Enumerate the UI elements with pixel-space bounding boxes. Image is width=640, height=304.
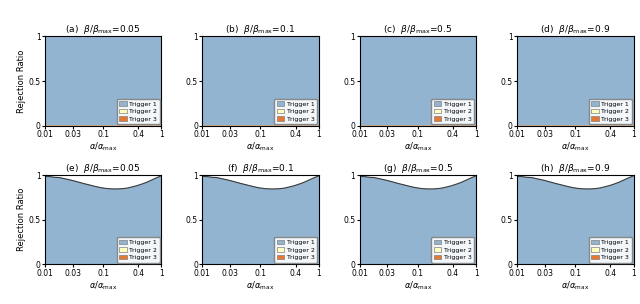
Title: (f)  $\beta/\beta_{\mathrm{max}}$=0.1: (f) $\beta/\beta_{\mathrm{max}}$=0.1	[227, 162, 294, 175]
X-axis label: $\alpha/\alpha_{\mathrm{max}}$: $\alpha/\alpha_{\mathrm{max}}$	[561, 140, 589, 153]
X-axis label: $\alpha/\alpha_{\mathrm{max}}$: $\alpha/\alpha_{\mathrm{max}}$	[246, 279, 275, 292]
X-axis label: $\alpha/\alpha_{\mathrm{max}}$: $\alpha/\alpha_{\mathrm{max}}$	[561, 279, 589, 292]
Legend: Trigger 1, Trigger 2, Trigger 3: Trigger 1, Trigger 2, Trigger 3	[431, 237, 474, 263]
Title: (a)  $\beta/\beta_{\mathrm{max}}$=0.05: (a) $\beta/\beta_{\mathrm{max}}$=0.05	[65, 23, 141, 36]
Legend: Trigger 1, Trigger 2, Trigger 3: Trigger 1, Trigger 2, Trigger 3	[431, 98, 474, 124]
X-axis label: $\alpha/\alpha_{\mathrm{max}}$: $\alpha/\alpha_{\mathrm{max}}$	[89, 279, 117, 292]
Legend: Trigger 1, Trigger 2, Trigger 3: Trigger 1, Trigger 2, Trigger 3	[116, 98, 159, 124]
Title: (b)  $\beta/\beta_{\mathrm{max}}$=0.1: (b) $\beta/\beta_{\mathrm{max}}$=0.1	[225, 23, 296, 36]
Legend: Trigger 1, Trigger 2, Trigger 3: Trigger 1, Trigger 2, Trigger 3	[116, 237, 159, 263]
Title: (d)  $\beta/\beta_{\mathrm{max}}$=0.9: (d) $\beta/\beta_{\mathrm{max}}$=0.9	[540, 23, 611, 36]
Legend: Trigger 1, Trigger 2, Trigger 3: Trigger 1, Trigger 2, Trigger 3	[274, 237, 317, 263]
Title: (e)  $\beta/\beta_{\mathrm{max}}$=0.05: (e) $\beta/\beta_{\mathrm{max}}$=0.05	[65, 162, 141, 175]
Y-axis label: Rejection Ratio: Rejection Ratio	[17, 188, 26, 251]
Title: (c)  $\beta/\beta_{\mathrm{max}}$=0.5: (c) $\beta/\beta_{\mathrm{max}}$=0.5	[383, 23, 452, 36]
Legend: Trigger 1, Trigger 2, Trigger 3: Trigger 1, Trigger 2, Trigger 3	[589, 237, 632, 263]
X-axis label: $\alpha/\alpha_{\mathrm{max}}$: $\alpha/\alpha_{\mathrm{max}}$	[404, 140, 432, 153]
Legend: Trigger 1, Trigger 2, Trigger 3: Trigger 1, Trigger 2, Trigger 3	[589, 98, 632, 124]
Title: (g)  $\beta/\beta_{\mathrm{max}}$=0.5: (g) $\beta/\beta_{\mathrm{max}}$=0.5	[383, 162, 453, 175]
X-axis label: $\alpha/\alpha_{\mathrm{max}}$: $\alpha/\alpha_{\mathrm{max}}$	[246, 140, 275, 153]
X-axis label: $\alpha/\alpha_{\mathrm{max}}$: $\alpha/\alpha_{\mathrm{max}}$	[404, 279, 432, 292]
Title: (h)  $\beta/\beta_{\mathrm{max}}$=0.9: (h) $\beta/\beta_{\mathrm{max}}$=0.9	[540, 162, 611, 175]
Legend: Trigger 1, Trigger 2, Trigger 3: Trigger 1, Trigger 2, Trigger 3	[274, 98, 317, 124]
Y-axis label: Rejection Ratio: Rejection Ratio	[17, 50, 26, 113]
X-axis label: $\alpha/\alpha_{\mathrm{max}}$: $\alpha/\alpha_{\mathrm{max}}$	[89, 140, 117, 153]
